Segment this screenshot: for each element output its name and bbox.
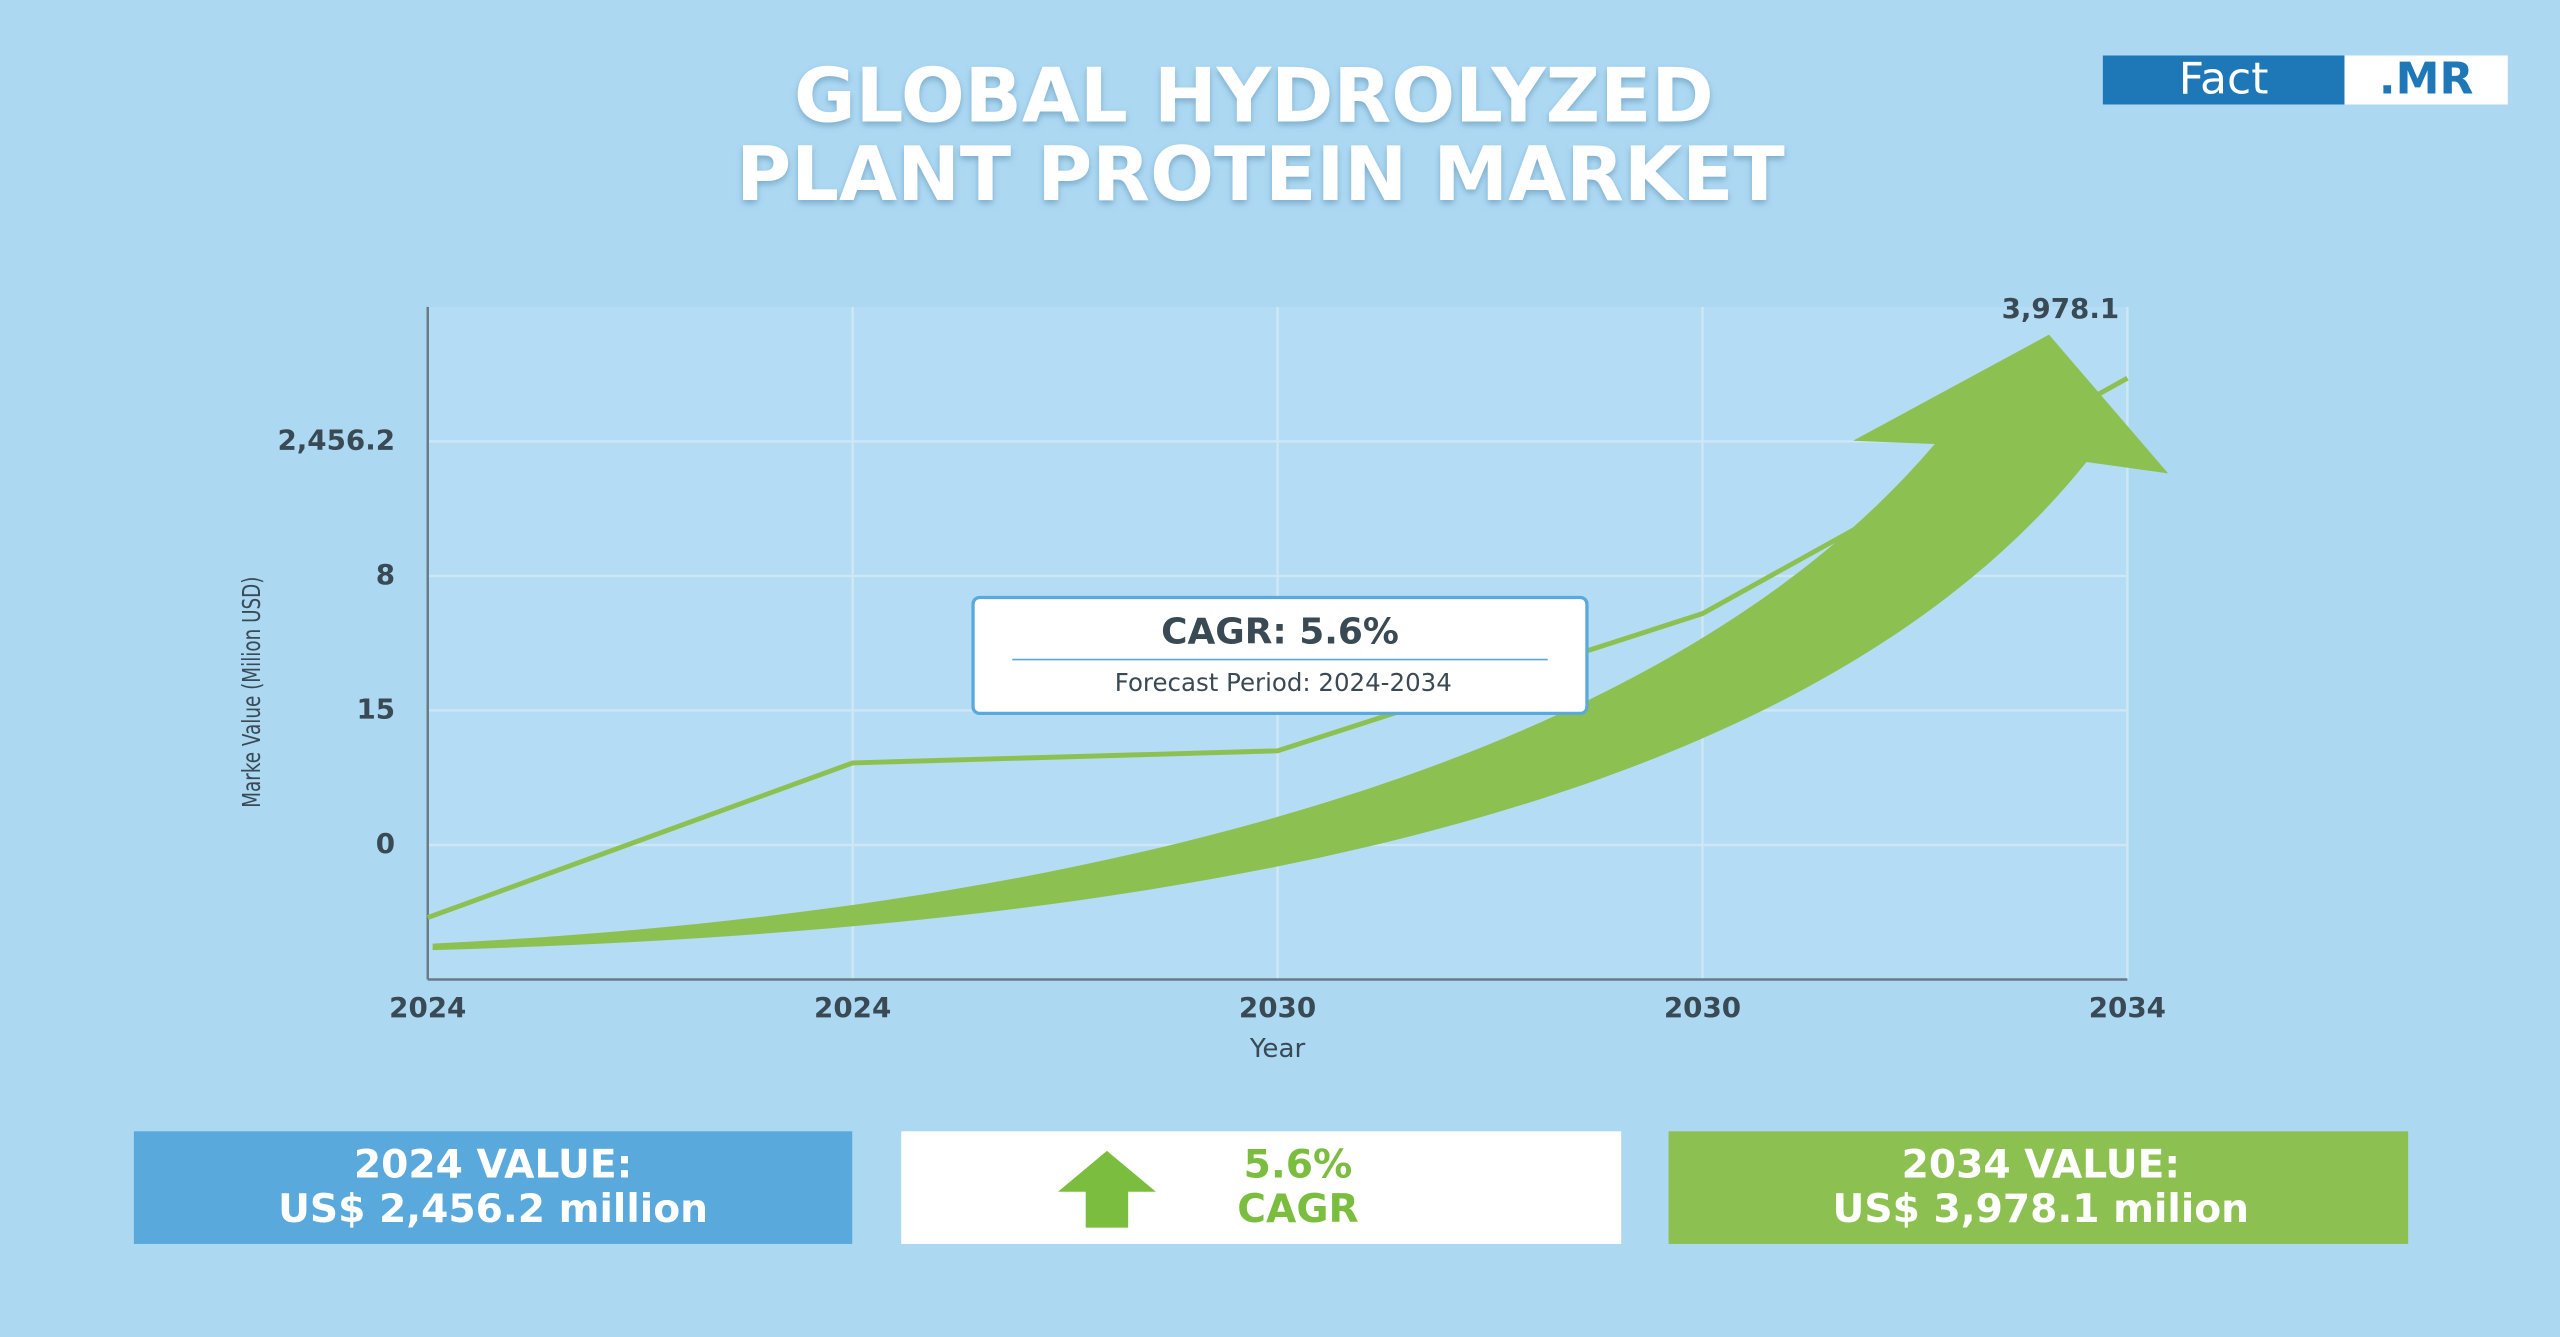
x-tick-label: 2030 (1239, 991, 1316, 1024)
annotation-box (971, 595, 1589, 716)
logo-box (2102, 55, 2345, 105)
x-tick-label: 2024 (389, 991, 466, 1024)
annotation-subtitle: Forecast Period: 2024-2034 (1115, 668, 1452, 697)
y-tick-label: 0 (376, 827, 395, 860)
logo-text: Fact (2179, 54, 2269, 105)
growth-arrow (432, 334, 2169, 951)
card (1668, 1131, 2409, 1244)
card-text: CAGR (1237, 1187, 1358, 1232)
plot: 2024 2024 2030 2030 2034 0 15 8 2,456.2 Year Marke… (238, 292, 2169, 1064)
card-text: US$ 3,978.1 milion (1833, 1187, 2250, 1232)
up-arrow-icon (1057, 1150, 1156, 1228)
x-tick-label: 2024 (814, 991, 891, 1024)
y-tick-label: 2,456.2 (277, 423, 395, 456)
logo-box (2344, 55, 2508, 105)
card-text: 5.6% (1244, 1143, 1353, 1188)
logo-text: .MR (2379, 54, 2474, 105)
y-tick-label: 15 (356, 692, 395, 725)
card (133, 1131, 853, 1244)
y-tick-label: 8 (376, 558, 395, 591)
cards: 2024 VALUE: US$ 2,456.2 million 5.6% CAG… (133, 1131, 2409, 1244)
card-text: US$ 2,456.2 million (278, 1187, 708, 1232)
x-tick-label: 2034 (2089, 991, 2166, 1024)
x-tick-label: 2030 (1664, 991, 1741, 1024)
card-text: 2034 VALUE: (1902, 1143, 2180, 1188)
card-text: 2024 VALUE: (354, 1143, 632, 1188)
y-axis-label: Marke Value (Milion USD) (238, 577, 266, 808)
title-line: GLOBAL HYDROLYZED (794, 52, 1714, 140)
data-line (426, 376, 2129, 920)
card (901, 1131, 1622, 1244)
x-axis-label: Year (1249, 1034, 1306, 1064)
end-label: 3,978.1 (2002, 292, 2120, 325)
title-line: PLANT PROTEIN MARKET (736, 130, 1785, 218)
annotation-title: CAGR: 5.6% (1161, 611, 1399, 652)
